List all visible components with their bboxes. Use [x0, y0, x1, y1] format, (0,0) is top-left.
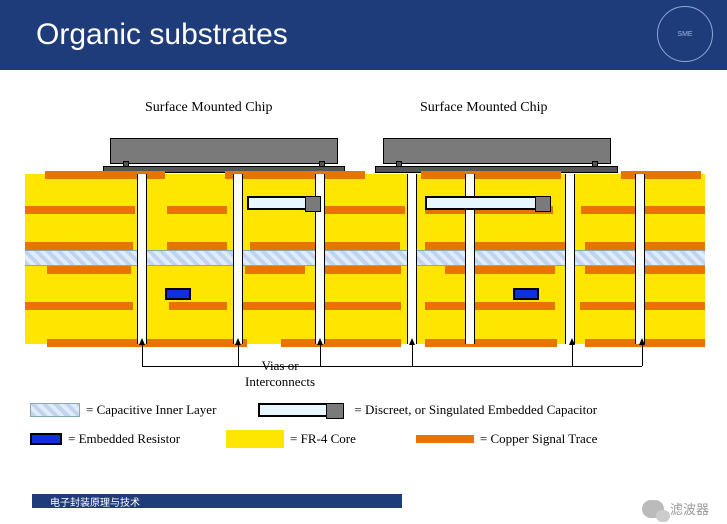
- swatch-fr4: [226, 430, 284, 448]
- copper-trace: [585, 266, 705, 274]
- via-arrow: [320, 344, 321, 366]
- via: [635, 174, 645, 344]
- copper-trace: [445, 266, 555, 274]
- via-arrow: [238, 344, 239, 366]
- fr4-layer: [25, 304, 705, 344]
- embedded-resistor: [165, 288, 191, 300]
- copper-trace: [621, 171, 701, 179]
- copper-trace: [169, 302, 227, 310]
- legend-label: = Discreet, or Singulated Embedded Capac…: [354, 402, 597, 418]
- arrow-connector: [142, 366, 642, 367]
- copper-trace: [25, 242, 133, 250]
- swatch-embcap: [258, 403, 328, 417]
- copper-trace: [421, 171, 561, 179]
- copper-trace: [281, 339, 401, 347]
- legend: = Capacitive Inner Layer = Discreet, or …: [30, 402, 700, 460]
- via: [407, 174, 417, 344]
- via: [565, 174, 575, 344]
- swatch-caplayer: [30, 403, 80, 417]
- swatch-cu: [416, 435, 474, 443]
- legend-item-caplayer: = Capacitive Inner Layer: [30, 402, 216, 418]
- copper-trace: [425, 339, 557, 347]
- slide-content: Surface Mounted Chip Surface Mounted Chi…: [0, 70, 727, 494]
- via-arrow: [572, 344, 573, 366]
- vias-label: Vias or Interconnects: [245, 358, 315, 390]
- via: [233, 174, 243, 344]
- copper-trace: [25, 302, 133, 310]
- capacitive-inner-layer: [25, 250, 705, 266]
- copper-trace: [325, 206, 405, 214]
- via: [137, 174, 147, 344]
- embedded-capacitor: [247, 196, 307, 210]
- copper-trace: [250, 242, 400, 250]
- university-logo: SME: [657, 6, 713, 62]
- embedded-resistor: [513, 288, 539, 300]
- copper-trace: [585, 242, 705, 250]
- legend-item-fr4: = FR-4 Core: [226, 430, 356, 448]
- substrate-stack: [25, 174, 705, 344]
- legend-label: = Copper Signal Trace: [480, 431, 597, 447]
- legend-item-cu: = Copper Signal Trace: [416, 431, 597, 447]
- embedded-capacitor: [425, 196, 537, 210]
- legend-label: = FR-4 Core: [290, 431, 356, 447]
- chip-label-2: Surface Mounted Chip: [420, 100, 548, 116]
- slide-footer: 电子封装原理与技术 滤波器: [0, 494, 727, 524]
- legend-label: = Capacitive Inner Layer: [86, 402, 216, 418]
- legend-label: = Embedded Resistor: [68, 431, 180, 447]
- via-arrow: [412, 344, 413, 366]
- substrate-diagram: Surface Mounted Chip Surface Mounted Chi…: [25, 100, 705, 380]
- copper-trace: [47, 266, 131, 274]
- copper-trace: [167, 206, 227, 214]
- copper-trace: [245, 266, 305, 274]
- chip-1: [110, 138, 338, 164]
- legend-item-res: = Embedded Resistor: [30, 431, 180, 447]
- legend-item-embcap: = Discreet, or Singulated Embedded Capac…: [258, 402, 597, 418]
- slide-header: Organic substrates SME: [0, 0, 727, 70]
- copper-trace: [325, 266, 401, 274]
- slide-title: Organic substrates: [36, 18, 288, 52]
- watermark-text: 滤波器: [670, 499, 709, 518]
- copper-trace: [167, 242, 227, 250]
- via-arrow: [142, 344, 143, 366]
- copper-trace: [45, 171, 165, 179]
- course-name: 电子封装原理与技术: [32, 494, 402, 508]
- via-arrow: [642, 344, 643, 366]
- chip-2: [383, 138, 611, 164]
- copper-trace: [25, 206, 135, 214]
- swatch-res: [30, 433, 62, 445]
- copper-trace: [225, 171, 365, 179]
- copper-trace: [425, 302, 555, 310]
- wechat-icon: [642, 500, 664, 518]
- copper-trace: [425, 242, 565, 250]
- watermark: 滤波器: [642, 499, 709, 518]
- copper-trace: [585, 339, 705, 347]
- chip-label-1: Surface Mounted Chip: [145, 100, 273, 116]
- copper-trace: [47, 339, 247, 347]
